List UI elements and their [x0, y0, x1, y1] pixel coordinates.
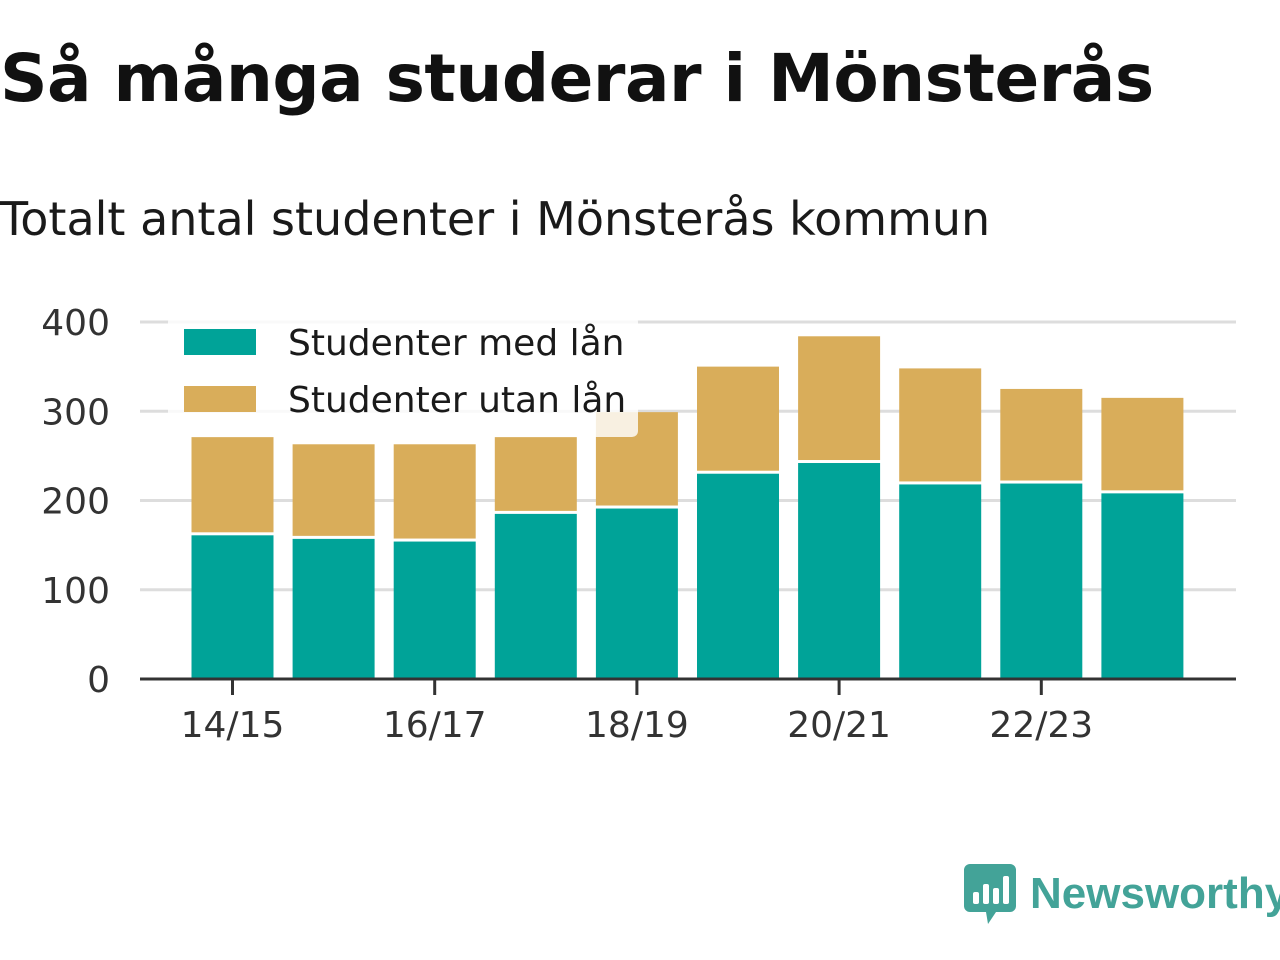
bar-with-loan	[494, 513, 577, 679]
y-tick-label: 400	[41, 303, 110, 344]
bar-without-loan	[798, 336, 881, 461]
x-tick-label: 14/15	[181, 705, 285, 746]
bar-with-loan	[899, 484, 982, 679]
bar-with-loan	[595, 508, 678, 679]
legend: Studenter med lån Studenter utan lån	[168, 316, 638, 437]
bar-with-loan	[393, 541, 476, 679]
y-tick-label: 200	[41, 482, 110, 523]
legend-label: Studenter med lån	[288, 323, 625, 364]
bar-without-loan	[292, 444, 375, 536]
y-tick-label: 300	[41, 392, 110, 433]
legend-background	[168, 316, 638, 437]
legend-swatch	[184, 329, 256, 355]
bar-without-loan	[899, 368, 982, 482]
legend-swatch	[184, 386, 256, 412]
x-tick-label: 18/19	[585, 705, 689, 746]
bar-without-loan	[191, 437, 274, 533]
y-tick-label: 100	[41, 571, 110, 612]
bar-without-loan	[1000, 388, 1083, 481]
chart-title: Så många studerar i Mönsterås	[0, 40, 1154, 117]
x-tick-label: 22/23	[989, 705, 1093, 746]
brand-logo: Newsworthy	[964, 862, 1280, 926]
brand-name: Newsworthy	[1030, 869, 1280, 918]
x-tick-label: 16/17	[383, 705, 487, 746]
bar-with-loan	[191, 535, 274, 679]
bar-with-loan	[292, 538, 375, 679]
chart-subtitle: Totalt antal studenter i Mönsterås kommu…	[0, 192, 991, 246]
bar-without-loan	[393, 444, 476, 539]
bar-with-loan	[1101, 493, 1184, 679]
newsworthy-logo-icon	[964, 864, 1016, 924]
bars	[191, 336, 1184, 679]
y-axis-ticks: 0 100 200 300 400	[41, 303, 110, 701]
bar-without-loan	[697, 366, 779, 471]
y-tick-label: 0	[87, 660, 110, 701]
legend-label: Studenter utan lån	[288, 380, 626, 421]
bar-with-loan	[697, 473, 779, 679]
bar-with-loan	[798, 463, 881, 679]
bar-with-loan	[1000, 483, 1083, 679]
bar-without-loan	[1101, 397, 1184, 491]
x-axis-ticks: 14/15 16/17 18/19 20/21 22/23	[181, 679, 1093, 746]
x-tick-label: 20/21	[787, 705, 891, 746]
bar-without-loan	[494, 437, 577, 511]
